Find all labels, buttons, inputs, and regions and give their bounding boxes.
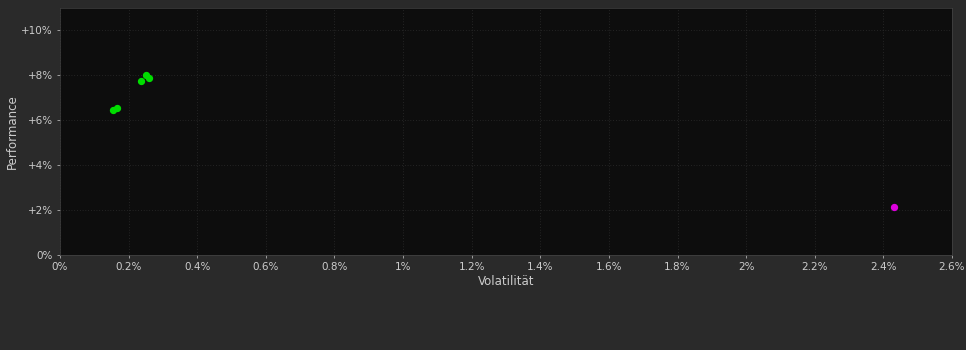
Point	[138, 72, 154, 78]
Y-axis label: Performance: Performance	[6, 94, 18, 169]
Point	[886, 204, 901, 210]
Point	[109, 105, 125, 111]
Point	[133, 78, 149, 84]
Point	[141, 75, 156, 80]
X-axis label: Volatilität: Volatilität	[478, 275, 534, 288]
Point	[105, 107, 121, 113]
